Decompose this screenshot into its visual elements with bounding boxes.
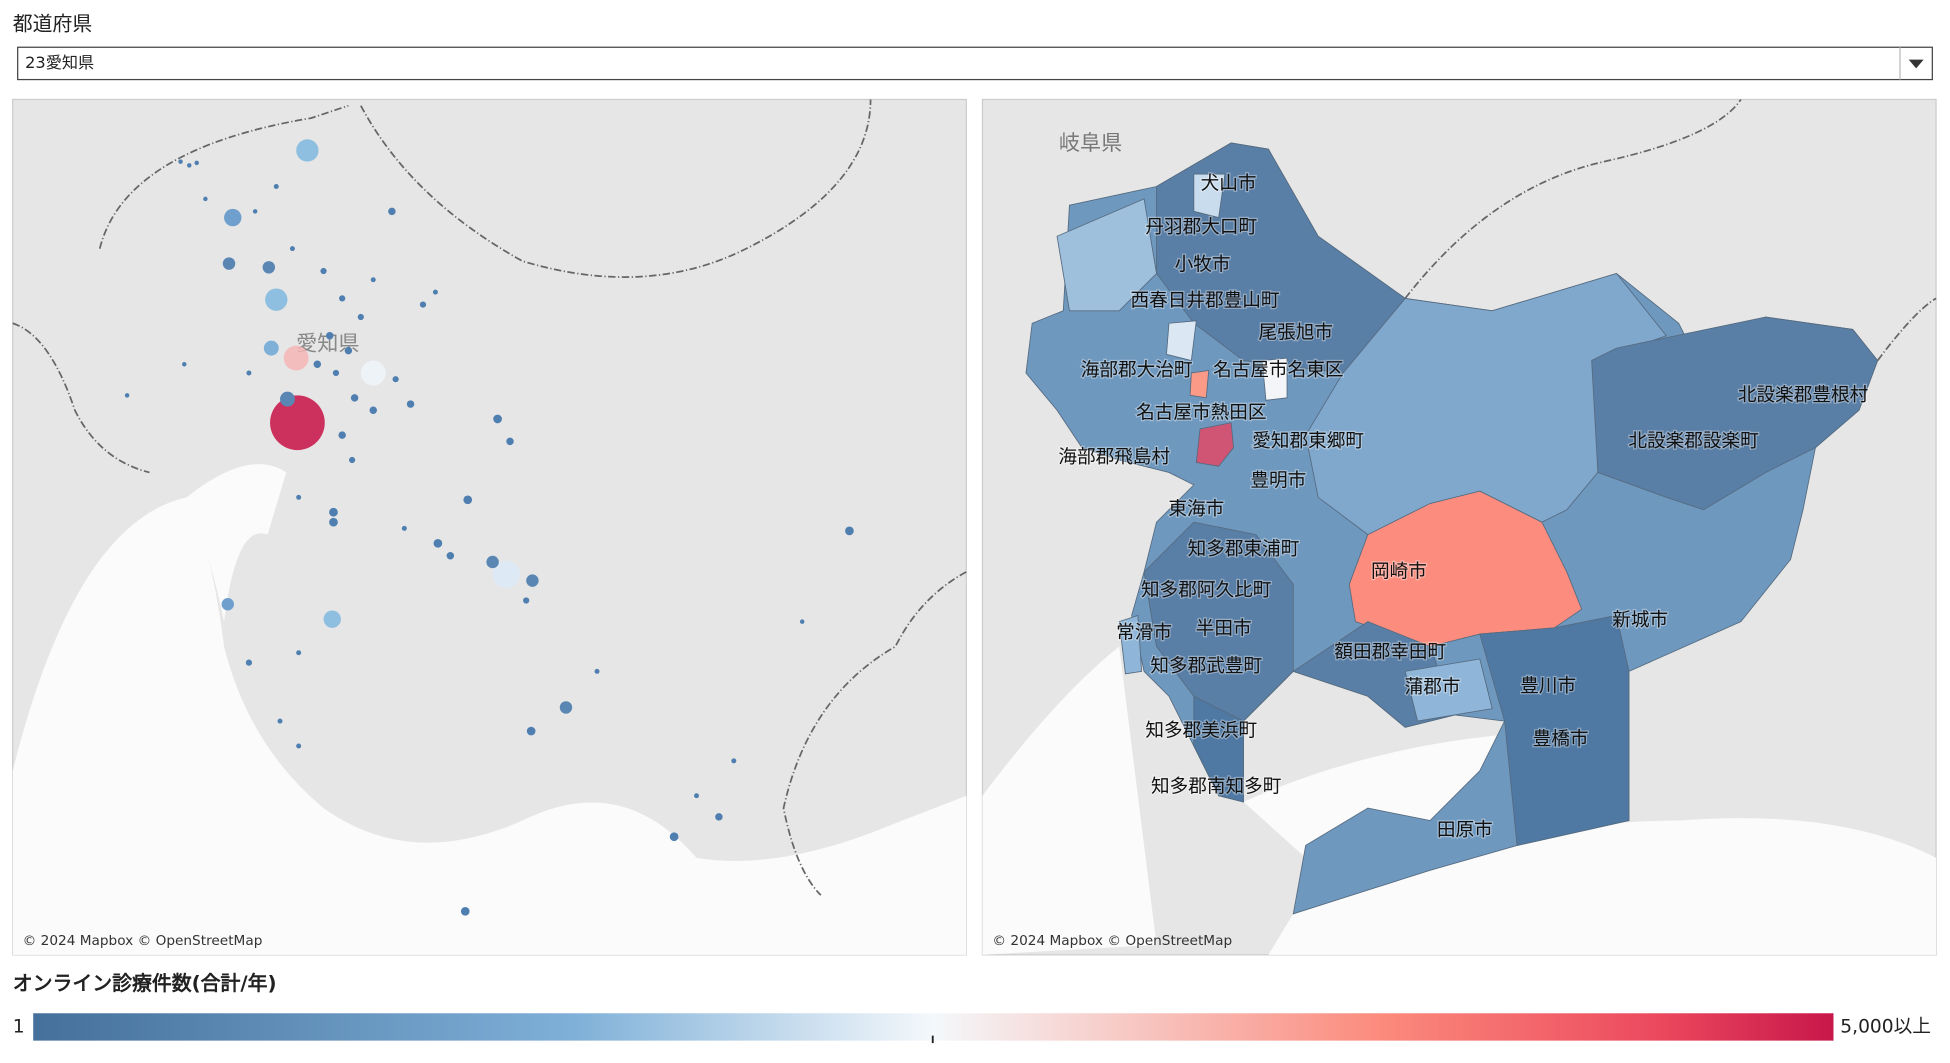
region[interactable] xyxy=(1591,316,1879,511)
region[interactable] xyxy=(1195,422,1235,467)
region-label: 名古屋市熱田区 xyxy=(1136,402,1266,423)
choropleth-map: 岐阜県 犬山市 丹羽郡大口町 小牧市 西春日井郡豊山町 尾張旭市 海部郡大治町 … xyxy=(981,98,1937,956)
bubble[interactable] xyxy=(296,139,319,162)
region-label: 北設楽郡豊根村 xyxy=(1738,385,1868,406)
region-label: 額田郡幸田町 xyxy=(1334,642,1446,663)
bubble[interactable] xyxy=(221,598,235,611)
region-label: 豊川市 xyxy=(1520,676,1576,697)
region-label: 知多郡美浜町 xyxy=(1145,721,1257,742)
region[interactable] xyxy=(1118,614,1143,675)
legend-min-label: 1 xyxy=(13,1016,25,1037)
region[interactable] xyxy=(1404,658,1493,722)
regions xyxy=(1025,142,1879,915)
region-label: 常滑市 xyxy=(1116,622,1172,643)
bubble[interactable] xyxy=(280,391,295,407)
bubble[interactable] xyxy=(323,610,341,628)
bubbles xyxy=(124,139,854,916)
region[interactable] xyxy=(1261,357,1288,401)
boundary xyxy=(1404,98,1742,299)
bubble[interactable] xyxy=(265,288,288,311)
bubble[interactable] xyxy=(559,701,573,714)
region-label: 愛知郡東郷町 xyxy=(1252,431,1364,452)
region[interactable] xyxy=(1193,173,1226,219)
region-label: 知多郡武豊町 xyxy=(1150,656,1262,677)
region-label: 海部郡大治町 xyxy=(1081,360,1193,381)
region-label: 半田市 xyxy=(1196,619,1252,640)
dropdown-value[interactable]: 23愛知県 xyxy=(25,53,94,72)
region-label: 北設楽郡設楽町 xyxy=(1628,431,1759,452)
water xyxy=(12,497,967,955)
bubble[interactable] xyxy=(360,360,386,386)
region-label: 蒲郡市 xyxy=(1405,677,1461,698)
region-label: 岡崎市 xyxy=(1371,561,1427,582)
bubble[interactable] xyxy=(263,340,279,356)
small-bubbles xyxy=(124,159,854,916)
region[interactable] xyxy=(1348,490,1583,647)
bubble[interactable] xyxy=(262,261,276,274)
region[interactable] xyxy=(1305,273,1667,536)
region-label: 知多郡東浦町 xyxy=(1188,539,1300,560)
bubble[interactable] xyxy=(486,555,499,569)
filter-dropdown[interactable]: 23愛知県 xyxy=(17,46,1933,81)
region-label: 豊橋市 xyxy=(1533,729,1589,750)
water xyxy=(186,464,287,622)
bubble[interactable] xyxy=(283,345,309,371)
region-label: 尾張旭市 xyxy=(1259,323,1334,344)
region-label: 丹羽郡大口町 xyxy=(1145,217,1257,238)
bubble[interactable] xyxy=(270,395,325,451)
region[interactable] xyxy=(1166,320,1197,362)
region-label: 知多郡南知多町 xyxy=(1151,776,1282,797)
region-label: 名古屋市名東区 xyxy=(1213,360,1343,381)
boundary xyxy=(98,104,349,249)
region-label: 新城市 xyxy=(1612,610,1668,631)
map-label: 岐阜県 xyxy=(1059,130,1122,155)
legend-max-label: 5,000以上 xyxy=(1840,1016,1931,1037)
region[interactable] xyxy=(1193,695,1244,803)
region-label: 海部郡飛島村 xyxy=(1058,447,1170,468)
region-label: 豊明市 xyxy=(1250,471,1306,492)
dropdown-arrow[interactable] xyxy=(1908,59,1924,69)
region[interactable] xyxy=(1479,614,1630,846)
region[interactable] xyxy=(1056,198,1157,312)
region-labels: 犬山市 丹羽郡大口町 小牧市 西春日井郡豊山町 尾張旭市 海部郡大治町 名古屋市… xyxy=(1057,172,1869,842)
water xyxy=(1243,733,1518,858)
region[interactable] xyxy=(1189,369,1210,399)
bubble[interactable] xyxy=(224,208,242,227)
water xyxy=(982,646,1157,955)
water xyxy=(1268,818,1937,955)
region-label: 田原市 xyxy=(1437,820,1493,841)
boundary xyxy=(12,322,150,474)
legend-title: オンライン診療件数(合計/年) xyxy=(13,972,277,995)
map-attribution: © 2024 Mapbox © OpenStreetMap xyxy=(992,933,1232,949)
region-label: 小牧市 xyxy=(1175,254,1231,275)
region-label: 東海市 xyxy=(1168,499,1224,520)
dropdown-box[interactable] xyxy=(17,46,1933,81)
region-label: 西春日井郡豊山町 xyxy=(1130,290,1279,311)
boundary xyxy=(782,571,967,896)
bubble[interactable] xyxy=(492,560,520,589)
region-label: 犬山市 xyxy=(1201,174,1257,195)
map-attribution: © 2024 Mapbox © OpenStreetMap xyxy=(23,933,263,949)
bubble[interactable] xyxy=(222,257,236,270)
bubble-map: 愛知県 xyxy=(12,98,967,956)
region-label: 知多郡阿久比町 xyxy=(1141,580,1272,601)
color-legend: オンライン診療件数(合計/年) 1 5,000以上 xyxy=(13,972,1931,1044)
bubble[interactable] xyxy=(526,574,539,587)
filter-label: 都道府県 xyxy=(13,12,93,35)
